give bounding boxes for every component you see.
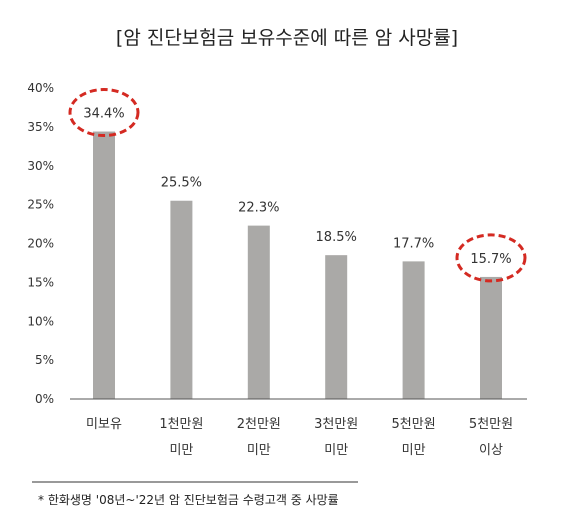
y-tick-label: 15%: [27, 275, 54, 289]
bar: [402, 261, 425, 399]
bars: [93, 131, 502, 400]
y-tick-label: 25%: [27, 198, 54, 212]
y-tick-label: 5%: [35, 353, 54, 367]
data-label: 34.4%: [83, 107, 124, 122]
data-label: 25.5%: [161, 176, 202, 191]
data-label: 15.7%: [470, 252, 511, 267]
x-tick-label: 미만: [402, 443, 426, 458]
y-tick-label: 10%: [27, 314, 54, 328]
y-tick-label: 40%: [27, 81, 54, 95]
bar: [93, 131, 115, 400]
x-tick-label: 미만: [169, 443, 193, 458]
highlight-circle: [68, 88, 140, 138]
x-tick-label: 2천만원: [237, 417, 281, 432]
y-tick-label: 30%: [27, 159, 54, 173]
x-tick-label: 5천만원: [469, 417, 513, 432]
x-tick-label: 1천만원: [159, 417, 203, 432]
y-tick-label: 20%: [27, 237, 54, 251]
data-label: 18.5%: [316, 230, 357, 245]
x-tick-label: 3천만원: [314, 417, 358, 432]
x-tick-label: 5천만원: [392, 417, 436, 432]
footnote: * 한화생명 '08년~'22년 암 진단보험금 수령고객 중 사망률: [38, 493, 339, 507]
x-tick-label: 이상: [479, 443, 503, 458]
bar: [247, 225, 270, 399]
y-tick-label: 0%: [35, 392, 54, 406]
x-tick-label: 미만: [247, 443, 271, 458]
data-labels: 34.4% 25.5% 22.3% 18.5% 17.7% 15.7%: [83, 107, 511, 267]
x-tick-label: 미만: [324, 443, 348, 458]
y-tick-label: 35%: [27, 120, 54, 134]
y-axis: 0% 5% 10% 15% 20% 25% 30% 35% 40%: [27, 81, 54, 406]
bar: [170, 200, 193, 399]
x-tick-label: 미보유: [86, 417, 122, 432]
highlight-circles: [68, 88, 527, 283]
highlight-circle: [455, 233, 527, 283]
bar: [480, 276, 502, 399]
data-label: 22.3%: [238, 201, 279, 216]
data-label: 17.7%: [393, 236, 434, 251]
bar: [325, 255, 348, 399]
chart-title: [암 진단보험금 보유수준에 따른 암 사망률]: [116, 27, 458, 49]
